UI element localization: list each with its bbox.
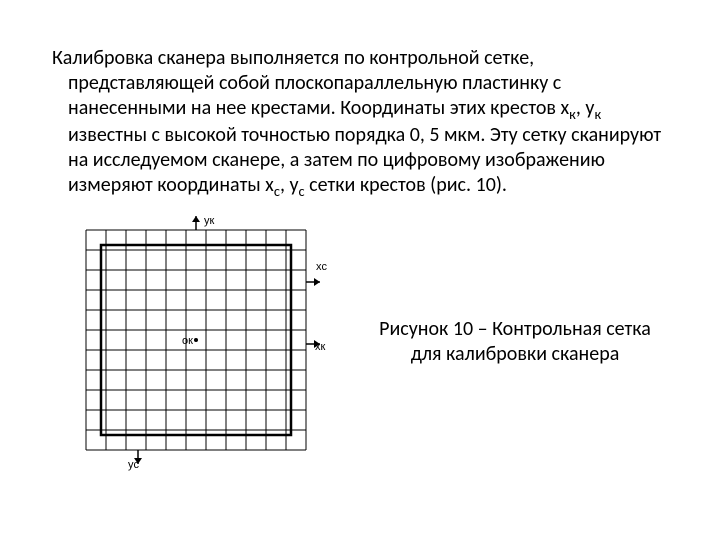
para-sub-2: к [594, 105, 601, 123]
svg-text:oк: oк [182, 335, 193, 347]
main-paragraph: Калибровка сканера выполняется по контро… [38, 46, 682, 200]
figure-container: yк xс xк yс oк [38, 210, 348, 474]
svg-text:yс: yс [128, 459, 140, 471]
figure-row: yк xс xк yс oк Рисунок 10 – Контрольная сетк… [38, 210, 682, 474]
para-text-4: , y [280, 173, 299, 197]
para-text-1: Калибровка сканера выполняется по контро… [52, 46, 569, 120]
para-sub-1: к [569, 105, 576, 123]
svg-text:xс: xс [316, 261, 328, 273]
figure-caption: Рисунок 10 – Контрольная сетка для калиб… [348, 317, 682, 367]
calibration-grid-diagram: yк xс xк yс oк [66, 210, 346, 474]
svg-text:xк: xк [315, 341, 326, 353]
para-text-5: сетки крестов (рис. 10). [305, 173, 507, 197]
svg-text:yк: yк [204, 215, 215, 227]
para-text-2: , y [576, 96, 595, 120]
